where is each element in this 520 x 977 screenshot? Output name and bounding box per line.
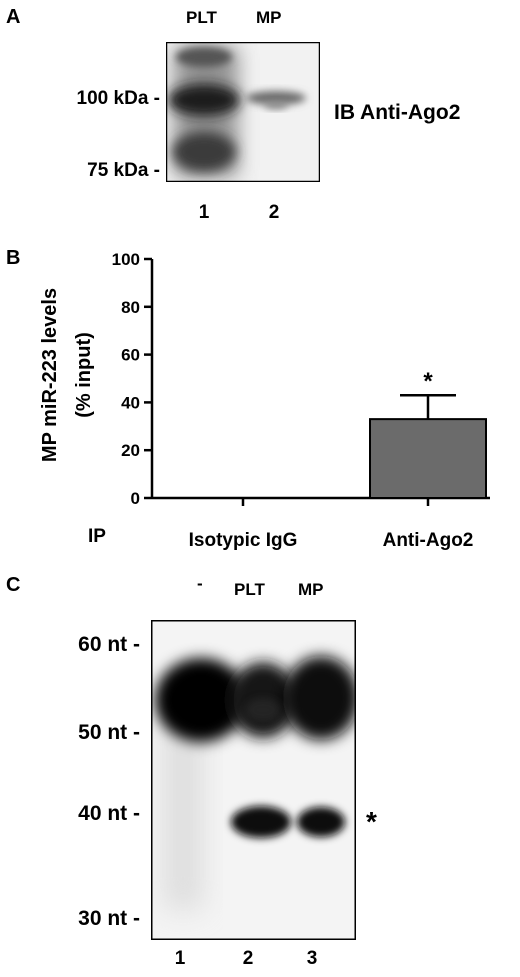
y-axis-label-line-1: MP miR-223 levels: [39, 288, 61, 462]
marker-75kda: 75 kDa -: [87, 160, 160, 181]
lane-header-mp: MP: [298, 580, 324, 599]
significance-marker-1: *: [423, 368, 433, 395]
lane-header-plt: PLT: [234, 580, 265, 599]
lane-header-plt: PLT: [186, 8, 217, 27]
x-tick-label-1: Anti-Ago2: [383, 530, 474, 551]
northern-blot-image: [151, 620, 356, 940]
lane-number-2: 2: [242, 948, 254, 969]
marker-100kda: 100 kDa -: [76, 88, 160, 109]
panel-b-label: B: [6, 247, 21, 269]
bar-chart: MP miR-223 levels (% input) 0 20 40 60 80 100…: [39, 250, 490, 551]
bar-1: [369, 418, 487, 500]
lane-number-1: 1: [174, 948, 186, 969]
panel-c-label: C: [6, 574, 21, 596]
lane-number-1: 1: [198, 202, 210, 223]
y-tick-label-0: 0: [131, 489, 140, 508]
y-tick-label-20: 20: [121, 441, 140, 460]
y-axis-label-line-2: (% input): [73, 332, 95, 418]
blot-label: IB Anti-Ago2: [334, 101, 461, 124]
marker-60nt: 60 nt -: [78, 633, 140, 656]
ip-label: IP: [88, 526, 106, 547]
marker-50nt: 50 nt -: [78, 721, 140, 744]
panel-a-label: A: [6, 6, 21, 28]
x-tick-label-0: Isotypic IgG: [189, 530, 298, 551]
lane-number-3: 3: [306, 948, 318, 969]
y-tick-label-80: 80: [121, 298, 140, 317]
lane-header-mp: MP: [256, 8, 282, 27]
band-asterisk: *: [366, 806, 377, 837]
lane-header-control: -: [197, 574, 203, 593]
y-tick-label-40: 40: [121, 393, 140, 412]
y-tick-label-60: 60: [121, 346, 140, 365]
lane-number-2: 2: [268, 202, 280, 223]
marker-40nt: 40 nt -: [78, 802, 140, 825]
y-tick-label-100: 100: [112, 250, 140, 269]
western-blot-image: [166, 42, 320, 182]
marker-30nt: 30 nt -: [78, 907, 140, 930]
